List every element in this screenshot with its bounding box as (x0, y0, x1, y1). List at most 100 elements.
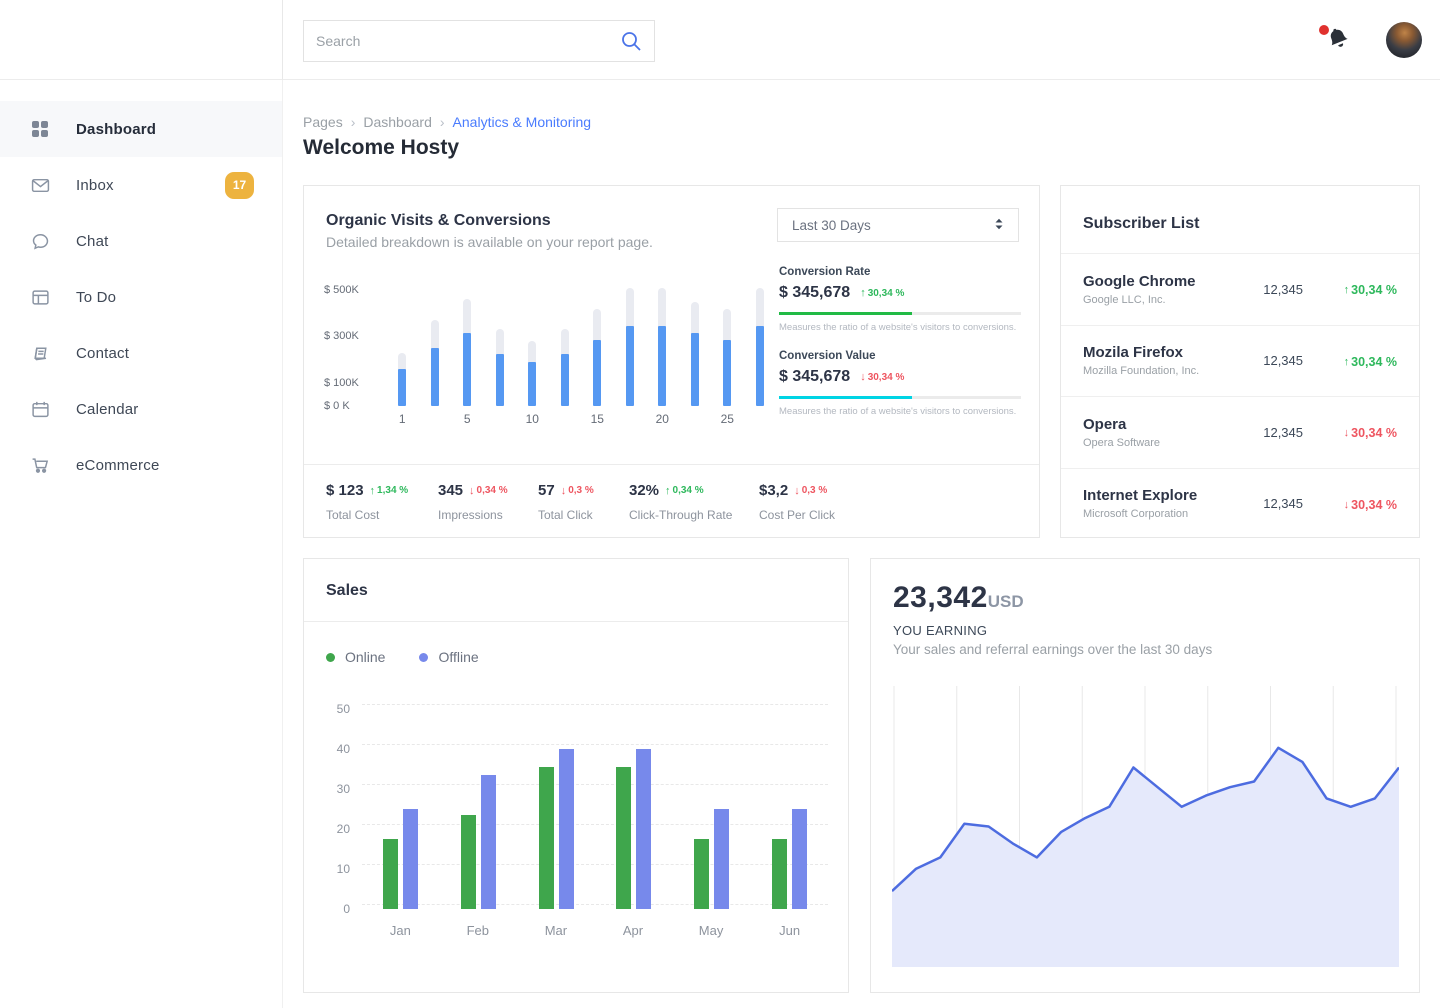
total-visits-bar (430, 320, 439, 406)
cart-icon (30, 455, 50, 475)
legend-label: Online (345, 649, 386, 665)
conversion-rate-caption: Measures the ratio of a website's visito… (779, 322, 1017, 333)
subscriber-row[interactable]: Mozila Firefox Mozilla Foundation, Inc. 12… (1061, 324, 1419, 397)
breadcrumb-pages[interactable]: Pages (303, 114, 343, 130)
sales-chart: 0 10 20 30 40 50 Jan Feb Mar Apr May Jun (322, 702, 832, 945)
calendar-icon (30, 399, 50, 419)
y-tick-label: 30 (336, 782, 350, 796)
subscriber-row[interactable]: Google Chrome Google LLC, Inc. 12,345 ↑ 30,3… (1061, 253, 1419, 325)
delta: ↓ 0,3 % (794, 484, 828, 497)
y-tick-label: $ 100K (324, 376, 359, 389)
subscriber-count: 12,345 (1263, 424, 1303, 440)
stat-label: Total Cost (326, 508, 380, 522)
x-tick-label: Mar (544, 923, 568, 938)
x-tick-label: 1 (398, 412, 406, 426)
x-tick-label (679, 412, 712, 426)
earnings-subtitle: Your sales and referral earnings over th… (893, 642, 1213, 657)
offline-bar (558, 749, 574, 909)
page-title: Welcome Hosty (303, 136, 459, 159)
envelope-icon (30, 175, 50, 195)
sales-card: Sales Online Offline 0 10 20 30 40 50 Jan Feb Ma… (303, 558, 849, 993)
sidebar-item-todo[interactable]: To Do (0, 269, 282, 325)
sidebar-item-label: Contact (76, 344, 130, 362)
organic-stats-row: $ 123 ↑ 1,34 % Total Cost 345 ↓ 0,34 % Impressi… (326, 482, 1029, 522)
sidebar-item-label: Chat (76, 232, 109, 250)
stat-click-through-rate: 32% ↑ 0,34 % Click-Through Rate (629, 482, 759, 522)
x-tick-label: Feb (466, 923, 489, 938)
subscriber-rows: Google Chrome Google LLC, Inc. 12,345 ↑ 30,3… (1061, 253, 1419, 539)
x-tick-label (549, 412, 582, 426)
delta: ↑ 30,34 % (1343, 354, 1397, 369)
online-bar (771, 839, 787, 909)
total-visits-bar (463, 299, 472, 406)
sidebar-item-ecommerce[interactable]: eCommerce (0, 437, 282, 493)
delta: ↓ 0,34 % (469, 484, 508, 497)
gridline (362, 784, 828, 785)
conversions-bar-fill (495, 353, 504, 406)
x-tick-label: 10 (525, 412, 539, 426)
conversion-value-label: Conversion Value (779, 350, 876, 362)
organic-card-title: Organic Visits & Conversions (326, 212, 551, 229)
online-bar (538, 767, 554, 909)
y-tick-label: $ 300K (324, 330, 359, 343)
bar-slot (516, 276, 549, 406)
bar-group-apr (616, 749, 652, 909)
subscriber-count: 12,345 (1263, 496, 1303, 512)
search-icon[interactable] (620, 30, 642, 52)
layout-icon (30, 287, 50, 307)
sidebar-item-chat[interactable]: Chat (0, 213, 282, 269)
sales-bar-groups (362, 709, 828, 909)
avatar[interactable] (1386, 22, 1422, 58)
sidebar-item-contact[interactable]: Contact (0, 325, 282, 381)
total-visits-bar (658, 287, 667, 406)
trend-arrow-icon: ↓ (1343, 498, 1350, 511)
organic-y-axis: $ 0 K $ 100K $ 300K $ 500K (324, 276, 380, 412)
conversion-value-value: $ 345,678 (779, 368, 851, 385)
conversion-rate-label: Conversion Rate (779, 266, 871, 278)
online-bar (460, 815, 476, 909)
subscriber-name: Mozila Firefox (1083, 344, 1184, 362)
conversion-rate-progress (779, 312, 1021, 315)
sidebar-item-calendar[interactable]: Calendar (0, 381, 282, 437)
divider (304, 621, 848, 622)
stat-total-click: 57 ↓ 0,3 % Total Click (538, 482, 629, 522)
stat-total-cost: $ 123 ↑ 1,34 % Total Cost (326, 482, 438, 522)
bar-slot (581, 276, 614, 406)
stat-value: 345 (438, 482, 464, 499)
y-tick-label: 20 (336, 822, 350, 836)
period-select[interactable]: Last 30 Days (777, 208, 1019, 242)
conversions-bar-fill (690, 332, 699, 406)
trend-arrow-icon: ↓ (860, 371, 866, 383)
bar-slot (386, 276, 419, 406)
conversions-bar-fill (593, 339, 602, 406)
organic-visits-chart: $ 0 K $ 100K $ 300K $ 500K 1 5 10 15 20 25 (324, 276, 776, 426)
subscriber-row[interactable]: Internet Explore Microsoft Corporation 12,… (1061, 467, 1419, 540)
conversions-bar-fill (463, 332, 472, 406)
total-visits-bar (723, 308, 732, 406)
organic-x-axis: 1 5 10 15 20 25 (386, 412, 776, 426)
stat-label: Impressions (438, 508, 503, 522)
sales-y-axis: 0 10 20 30 40 50 (322, 702, 350, 916)
trend-arrow-icon: ↓ (469, 484, 475, 497)
period-select-value: Last 30 Days (792, 217, 871, 233)
search-input[interactable] (316, 33, 620, 49)
x-tick-label (419, 412, 452, 426)
search-box (303, 20, 655, 62)
breadcrumb-dashboard[interactable]: Dashboard (363, 114, 432, 130)
sidebar-item-label: eCommerce (76, 456, 160, 474)
sidebar-item-dashboard[interactable]: Dashboard (0, 101, 282, 157)
notification-bell-icon[interactable] (1319, 25, 1355, 56)
sidebar-item-inbox[interactable]: Inbox 17 (0, 157, 282, 213)
earnings-label: YOU EARNING (893, 623, 988, 638)
conversion-value-delta: ↓ 30,34 % (860, 371, 905, 383)
y-tick-label: 0 (343, 902, 350, 916)
breadcrumb-separator: › (439, 114, 445, 130)
conversions-bar-fill (560, 353, 569, 406)
conversions-bar-fill (430, 347, 439, 406)
conversions-bar-fill (723, 339, 732, 406)
trend-arrow-icon: ↑ (1343, 355, 1350, 368)
subscriber-row[interactable]: Opera Opera Software 12,345 ↓ 30,34 % (1061, 396, 1419, 468)
earnings-currency: USD (987, 592, 1024, 611)
breadcrumb-analytics[interactable]: Analytics & Monitoring (452, 114, 592, 130)
x-tick-label: 25 (720, 412, 734, 426)
